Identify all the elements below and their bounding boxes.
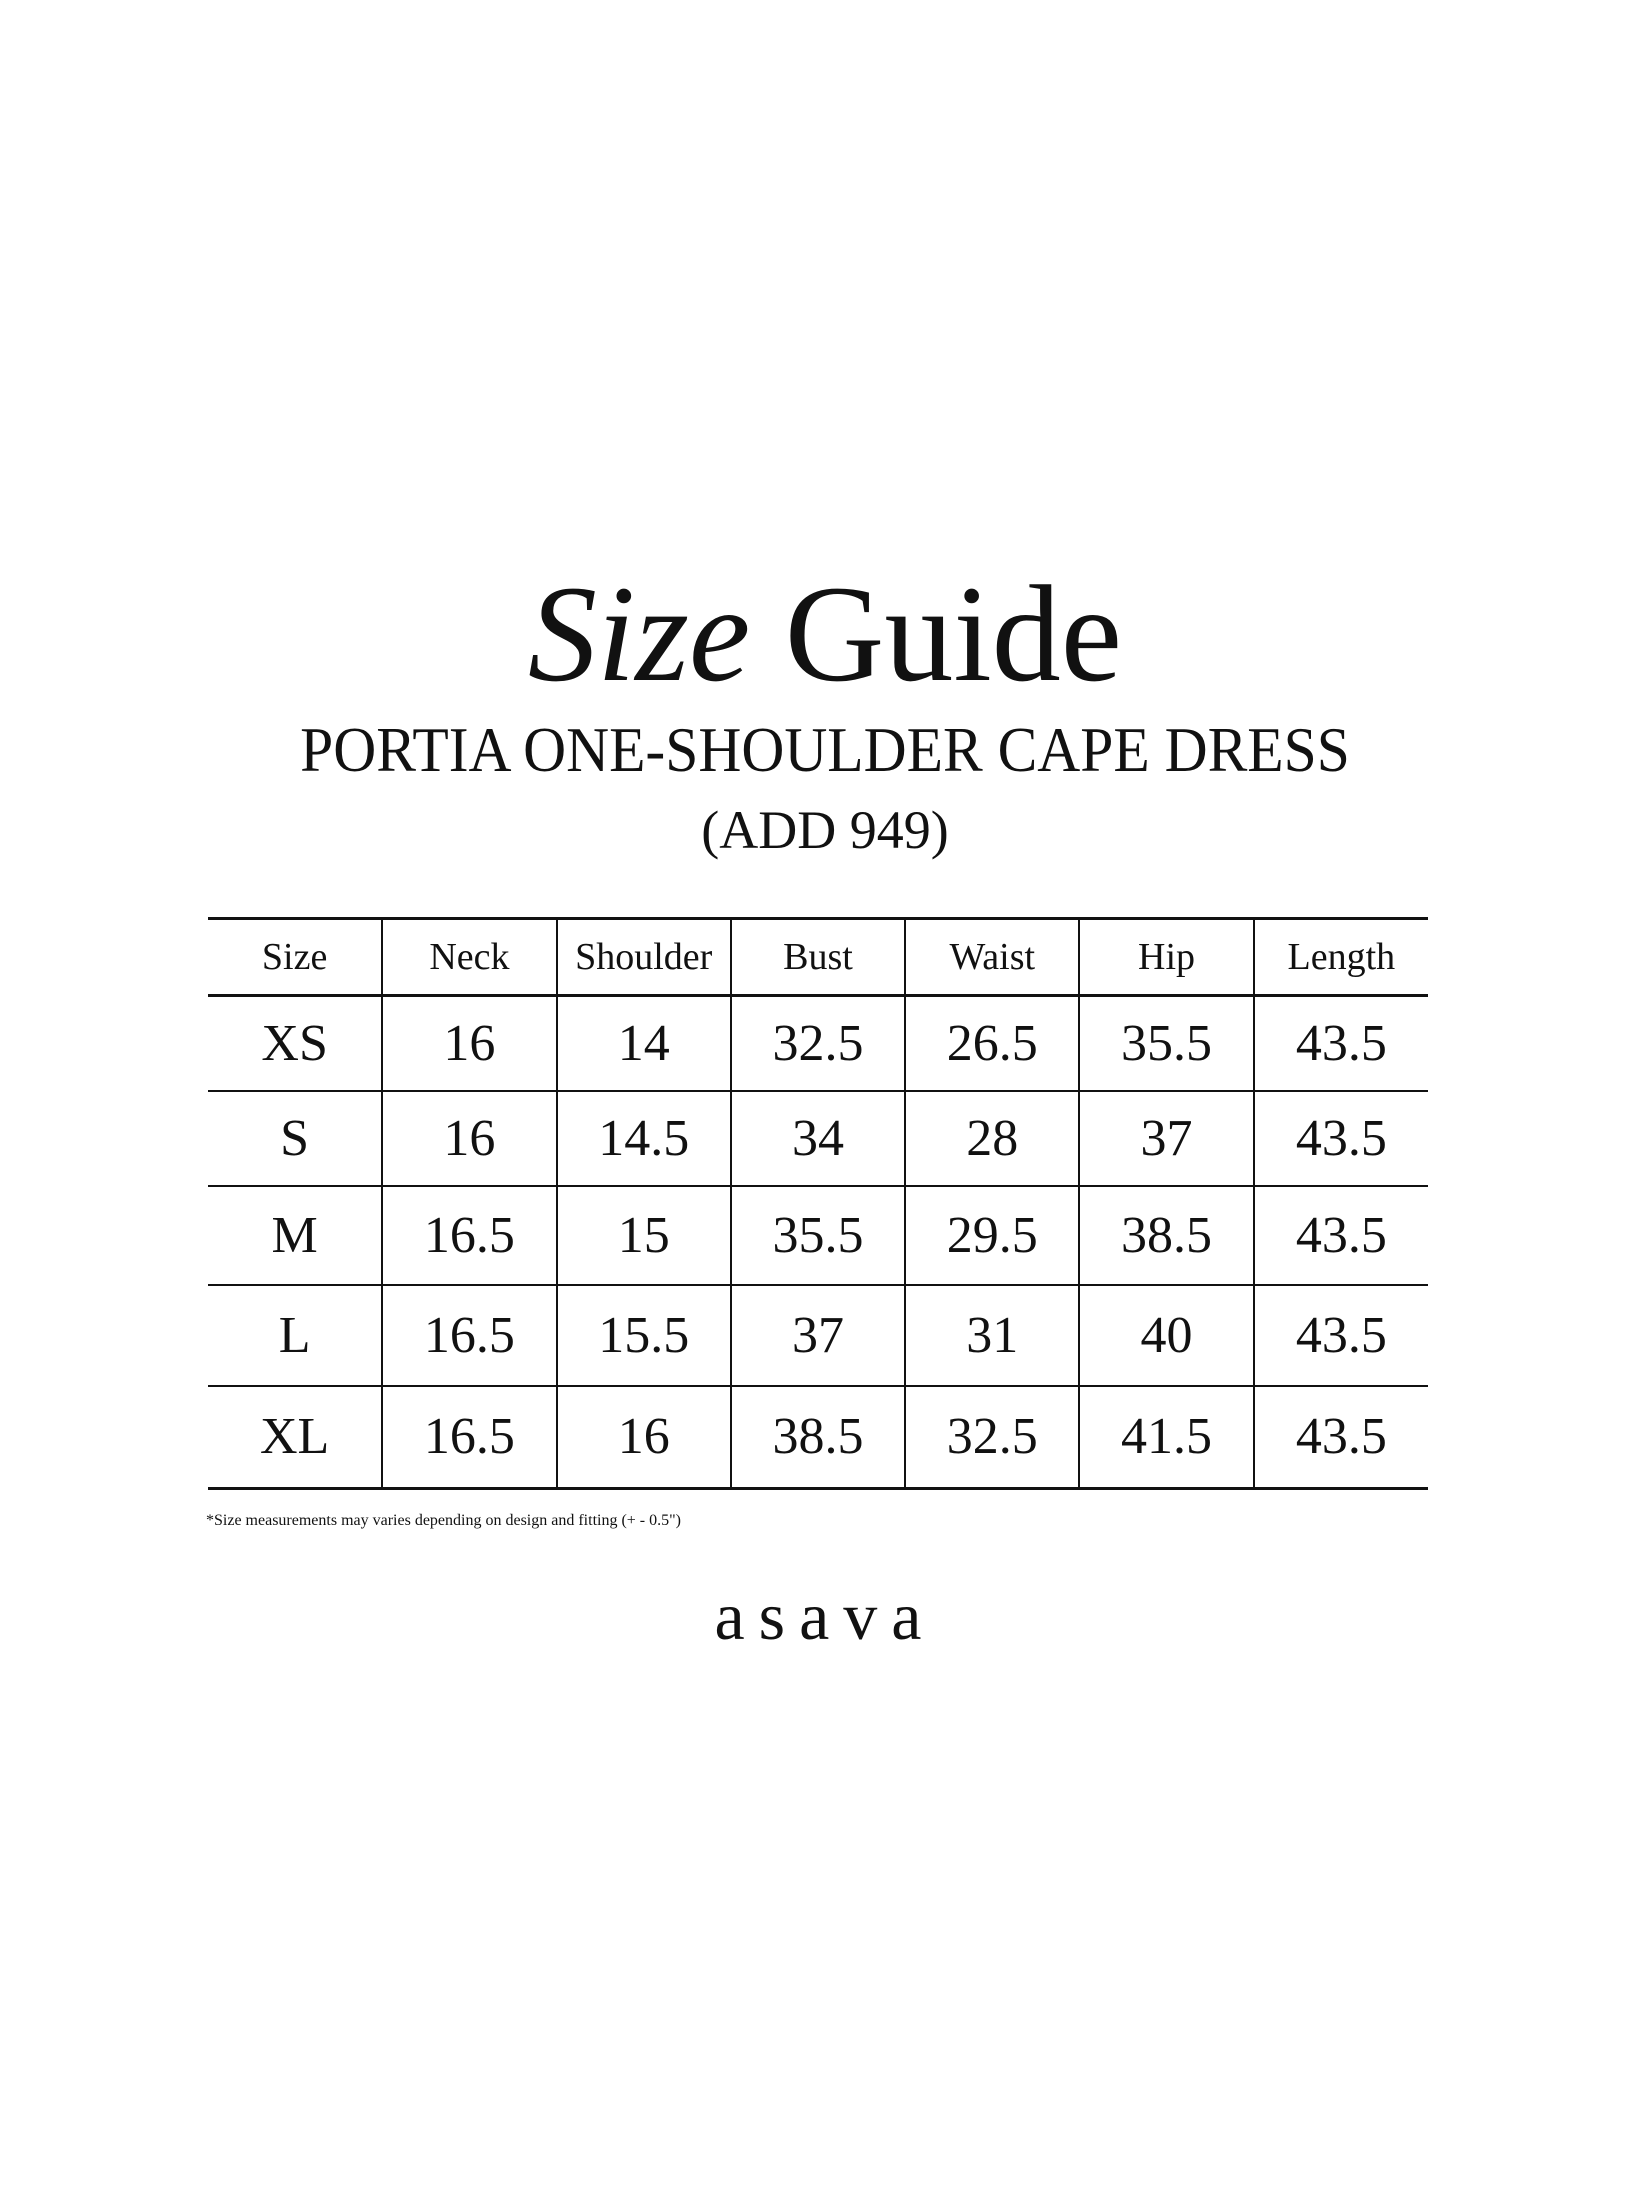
table-cell: 16.5 [381,1284,557,1386]
table-row: XL 16.5 16 38.5 32.5 41.5 43.5 [208,1385,1428,1489]
table-cell: 43.5 [1252,995,1428,1091]
table-cell: 43.5 [1252,1284,1428,1386]
table-cell: 41.5 [1078,1385,1254,1489]
size-table: Size Neck Shoulder Bust Waist Hip Length… [208,917,1428,1490]
brand-logo: asava [714,1578,936,1654]
table-cell: XS [261,1014,328,1072]
table-cell: 43.5 [1252,1090,1428,1186]
table-cell: 40 [1078,1284,1254,1386]
table-cell: M [271,1206,318,1264]
header-neck: Neck [381,918,557,996]
header-row: Size Neck Shoulder Bust Waist Hip Length [208,918,1428,996]
title-italic: Size [527,557,751,710]
table-cell: 35.5 [729,1185,906,1285]
table-row: L 16.5 15.5 37 31 40 43.5 [208,1284,1428,1386]
table-cell: 43.5 [1252,1385,1428,1489]
table-cell: 16 [381,995,557,1091]
product-code: (ADD 949) [701,800,949,860]
header-waist: Waist [904,918,1080,996]
table-row: S 16 14.5 34 28 37 43.5 [208,1090,1428,1186]
table-cell: 32.5 [904,1385,1080,1489]
table-cell: 16 [555,1385,731,1489]
table-cell: 14.5 [555,1090,731,1186]
header-shoulder: Shoulder [555,918,731,996]
table-cell: 26.5 [904,995,1080,1091]
table-cell: 35.5 [1078,995,1254,1091]
table-cell: 15.5 [555,1284,731,1386]
table-cell: 32.5 [729,995,906,1091]
product-name: PORTIA ONE-SHOULDER CAPE DRESS [300,714,1350,785]
table-cell: XL [259,1408,330,1466]
table-cell: 15 [555,1185,731,1285]
title-regular: Guide [784,557,1123,710]
table-cell: 16 [381,1090,557,1186]
table-row: XS 16 14 32.5 26.5 35.5 43.5 [208,995,1428,1091]
header-size: Size [261,936,328,978]
header-length: Length [1252,918,1428,996]
table-cell: 37 [729,1284,906,1386]
table-cell: L [278,1306,311,1364]
table-cell: 34 [729,1090,906,1186]
table-cell: 31 [904,1284,1080,1386]
header-bust: Bust [729,918,906,996]
table-cell: 38.5 [729,1385,906,1489]
table-cell: 16.5 [381,1185,557,1285]
table-row: M 16.5 15 35.5 29.5 38.5 43.5 [208,1185,1428,1285]
header-hip: Hip [1078,918,1254,996]
table-cell: S [280,1109,310,1167]
table-cell: 38.5 [1078,1185,1254,1285]
table-cell: 37 [1078,1090,1254,1186]
table-cell: 43.5 [1252,1185,1428,1285]
table-cell: 16.5 [381,1385,557,1489]
table-cell: 29.5 [904,1185,1080,1285]
table-cell: 28 [904,1090,1080,1186]
page-title: Size Guide [0,565,1650,703]
footnote: *Size measurements may varies depending … [206,1512,681,1529]
table-cell: 14 [555,995,731,1091]
